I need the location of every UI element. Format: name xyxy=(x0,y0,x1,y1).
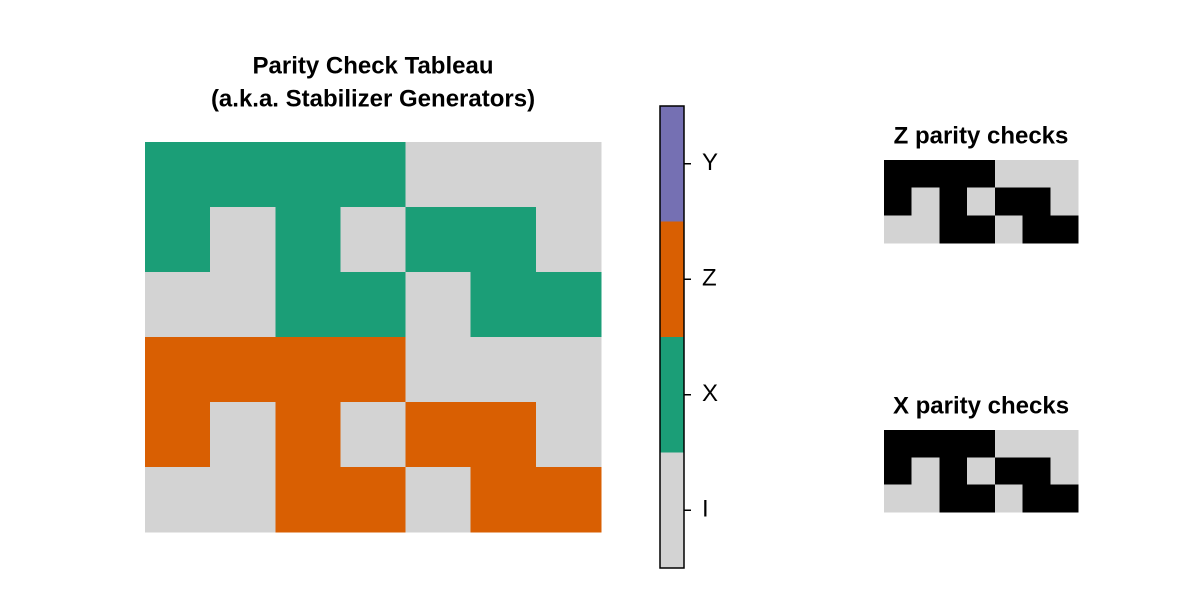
heatmap-cell xyxy=(1050,430,1079,458)
heatmap-cell xyxy=(1050,187,1079,216)
colorbar-tick-label: Y xyxy=(702,149,718,176)
heatmap-cell xyxy=(470,272,537,338)
heatmap-cell xyxy=(405,272,472,338)
heatmap-cell xyxy=(145,142,211,208)
heatmap-cell xyxy=(535,272,602,338)
heatmap-cell xyxy=(939,484,968,513)
heatmap-cell xyxy=(210,402,276,468)
chart-title: X parity checks xyxy=(893,392,1069,419)
colorbar-segment xyxy=(660,221,684,337)
heatmap-cell xyxy=(994,484,1024,513)
chart-title: Parity Check Tableau xyxy=(253,52,494,79)
colorbar-tick-label: Z xyxy=(702,265,717,292)
heatmap-cell xyxy=(210,142,276,208)
heatmap-cell xyxy=(535,142,602,208)
heatmap-cell xyxy=(340,337,407,403)
heatmap-cell xyxy=(911,187,940,216)
heatmap-cell xyxy=(275,467,341,533)
heatmap-cell xyxy=(967,484,996,513)
heatmap-cell xyxy=(939,457,968,486)
heatmap-cell xyxy=(210,272,276,338)
heatmap-cell xyxy=(470,142,537,208)
heatmap-cell xyxy=(535,337,602,403)
heatmap-cell xyxy=(967,457,996,486)
heatmap-cell xyxy=(340,467,407,533)
heatmap-cell xyxy=(535,402,602,468)
heatmap-cell xyxy=(994,187,1024,216)
heatmap-cell xyxy=(994,430,1024,458)
heatmap-cell xyxy=(967,215,996,244)
heatmap-cell xyxy=(535,467,602,533)
heatmap-cell xyxy=(275,337,341,403)
heatmap-cell xyxy=(939,160,968,189)
heatmap-cell xyxy=(994,215,1024,244)
heatmap-cell xyxy=(911,430,940,458)
heatmap-cell xyxy=(405,207,472,273)
heatmap-cell xyxy=(275,272,341,338)
heatmap-cell xyxy=(1022,187,1051,216)
heatmap-cell xyxy=(884,160,913,189)
heatmap-cell xyxy=(967,160,996,189)
heatmap-cell xyxy=(145,402,211,468)
heatmap-cell xyxy=(1022,457,1051,486)
heatmap-cell xyxy=(470,207,537,273)
heatmap-cell xyxy=(967,187,996,216)
heatmap-cell xyxy=(145,272,211,338)
colorbar-segment xyxy=(660,106,684,222)
heatmap-cell xyxy=(884,457,913,486)
heatmap-cell xyxy=(911,484,940,513)
heatmap-cell xyxy=(911,215,940,244)
chart-title: Z parity checks xyxy=(894,122,1069,149)
heatmap-cell xyxy=(884,484,913,513)
heatmap-cell xyxy=(405,402,472,468)
heatmap-cell xyxy=(470,337,537,403)
heatmap-cell xyxy=(1050,457,1079,486)
heatmap-cell xyxy=(884,215,913,244)
heatmap-cell xyxy=(275,207,341,273)
colorbar-tick-label: X xyxy=(702,380,718,407)
heatmap-cell xyxy=(210,337,276,403)
heatmap-cell xyxy=(340,402,407,468)
heatmap-cell xyxy=(340,207,407,273)
heatmap-cell xyxy=(275,142,341,208)
colorbar-segment xyxy=(660,452,684,568)
heatmap-cell xyxy=(405,467,472,533)
heatmap-cell xyxy=(405,142,472,208)
colorbar-tick-label: I xyxy=(702,496,709,523)
heatmap-cell xyxy=(210,207,276,273)
heatmap-cell xyxy=(340,272,407,338)
heatmap-cell xyxy=(1022,160,1051,189)
heatmap-cell xyxy=(911,457,940,486)
colorbar-frame xyxy=(659,105,685,569)
heatmap-cell xyxy=(1050,484,1079,513)
heatmap-cell xyxy=(884,430,913,458)
heatmap-cell xyxy=(1022,430,1051,458)
heatmap-cell xyxy=(939,187,968,216)
heatmap-cell xyxy=(405,337,472,403)
heatmap-cell xyxy=(939,430,968,458)
heatmap-cell xyxy=(470,467,537,533)
colorbar-segment xyxy=(660,337,684,453)
chart-subtitle: (a.k.a. Stabilizer Generators) xyxy=(211,85,535,112)
heatmap-cell xyxy=(145,467,211,533)
heatmap-cell xyxy=(145,337,211,403)
heatmap-cell xyxy=(1050,160,1079,189)
heatmap-cell xyxy=(967,430,996,458)
heatmap-cell xyxy=(994,160,1024,189)
heatmap-cell xyxy=(911,160,940,189)
heatmap-cell xyxy=(884,187,913,216)
heatmap-cell xyxy=(275,402,341,468)
heatmap-cell xyxy=(340,142,407,208)
heatmap-cell xyxy=(1050,215,1079,244)
heatmap-cell xyxy=(145,207,211,273)
heatmap-cell xyxy=(535,207,602,273)
heatmap-cell xyxy=(210,467,276,533)
heatmap-cell xyxy=(1022,484,1051,513)
heatmap-cell xyxy=(1022,215,1051,244)
heatmap-cell xyxy=(939,215,968,244)
heatmap-cell xyxy=(994,457,1024,486)
heatmap-cell xyxy=(470,402,537,468)
